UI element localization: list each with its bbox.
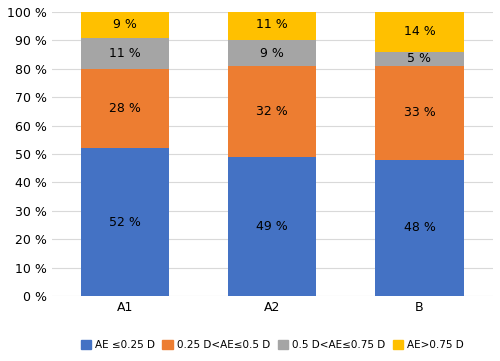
Text: 11 %: 11 % <box>256 18 288 31</box>
Bar <box>228 66 316 157</box>
Bar <box>228 40 316 66</box>
Bar <box>81 38 170 69</box>
Text: 28 %: 28 % <box>110 102 141 115</box>
Text: 52 %: 52 % <box>110 216 141 229</box>
Bar <box>228 9 316 40</box>
Bar <box>81 148 170 296</box>
Bar <box>376 160 464 296</box>
Text: 33 %: 33 % <box>404 106 436 119</box>
Text: 49 %: 49 % <box>256 220 288 233</box>
Text: 9 %: 9 % <box>114 18 137 31</box>
Text: 9 %: 9 % <box>260 47 284 60</box>
Text: 32 %: 32 % <box>256 105 288 118</box>
Bar <box>376 12 464 52</box>
Text: 11 %: 11 % <box>110 47 141 60</box>
Bar <box>228 157 316 296</box>
Bar <box>376 66 464 160</box>
Text: 14 %: 14 % <box>404 25 436 38</box>
Text: 48 %: 48 % <box>404 221 436 234</box>
Bar <box>81 12 170 38</box>
Legend: AE ≤0.25 D, 0.25 D<AE≤0.5 D, 0.5 D<AE≤0.75 D, AE>0.75 D: AE ≤0.25 D, 0.25 D<AE≤0.5 D, 0.5 D<AE≤0.… <box>78 338 466 352</box>
Text: 5 %: 5 % <box>408 52 432 65</box>
Bar <box>376 52 464 66</box>
Bar <box>81 69 170 148</box>
